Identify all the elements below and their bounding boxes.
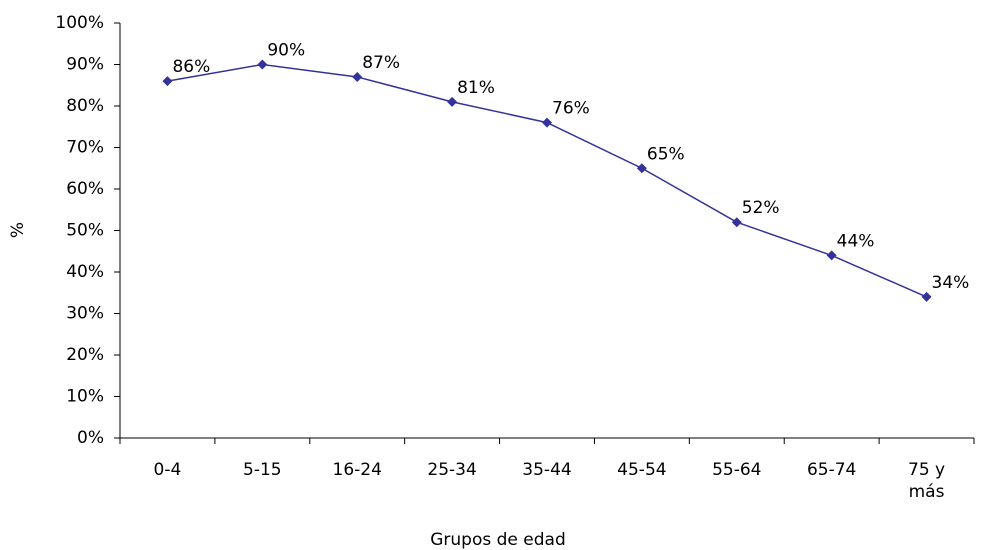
marker xyxy=(542,117,552,128)
data-label: 34% xyxy=(932,273,970,293)
x-tick-label: 45-54 xyxy=(617,460,666,480)
x-tick-label: 0-4 xyxy=(154,460,182,480)
marker xyxy=(257,59,268,70)
x-axis-label: Grupos de edad xyxy=(430,530,566,550)
x-tick-label: 16-24 xyxy=(333,460,382,480)
y-axis-label: % xyxy=(8,222,28,238)
data-label: 44% xyxy=(837,231,875,251)
series-line xyxy=(167,63,927,298)
marker xyxy=(921,291,932,302)
x-tick-label: 35-44 xyxy=(522,460,571,480)
data-label: 90% xyxy=(267,41,305,61)
marker xyxy=(636,163,647,174)
y-tick-label: 40% xyxy=(66,262,104,282)
x-tick-label-line: 75 y xyxy=(908,460,945,480)
marker xyxy=(162,76,173,87)
y-tick-label: 20% xyxy=(66,345,104,365)
x-tick-label: 75 y más xyxy=(908,460,945,502)
x-tick-label: 55-64 xyxy=(712,460,761,480)
data-label: 86% xyxy=(172,57,210,77)
y-tick-label: 90% xyxy=(66,55,104,75)
x-tick-label: 5-15 xyxy=(243,460,282,480)
marker xyxy=(826,250,837,261)
data-label: 76% xyxy=(552,99,590,119)
data-label: 52% xyxy=(742,198,780,218)
x-tick-label: 25-34 xyxy=(427,460,476,480)
data-label: 65% xyxy=(647,144,685,164)
y-tick-label: 70% xyxy=(66,138,104,158)
y-tick-label: 0% xyxy=(77,428,104,448)
marker xyxy=(447,96,458,107)
data-label: 81% xyxy=(457,78,495,98)
y-tick-label: 30% xyxy=(66,304,104,324)
marker xyxy=(352,71,363,82)
data-label: 87% xyxy=(362,53,400,73)
x-tick-label: 65-74 xyxy=(807,460,856,480)
x-tick-label-line: más xyxy=(909,482,945,502)
y-tick-label: 10% xyxy=(66,387,104,407)
y-tick-label: 100% xyxy=(55,13,104,33)
y-tick-label: 50% xyxy=(66,221,104,241)
y-tick-label: 80% xyxy=(66,96,104,116)
marker xyxy=(731,217,742,228)
y-tick-label: 60% xyxy=(66,179,104,199)
